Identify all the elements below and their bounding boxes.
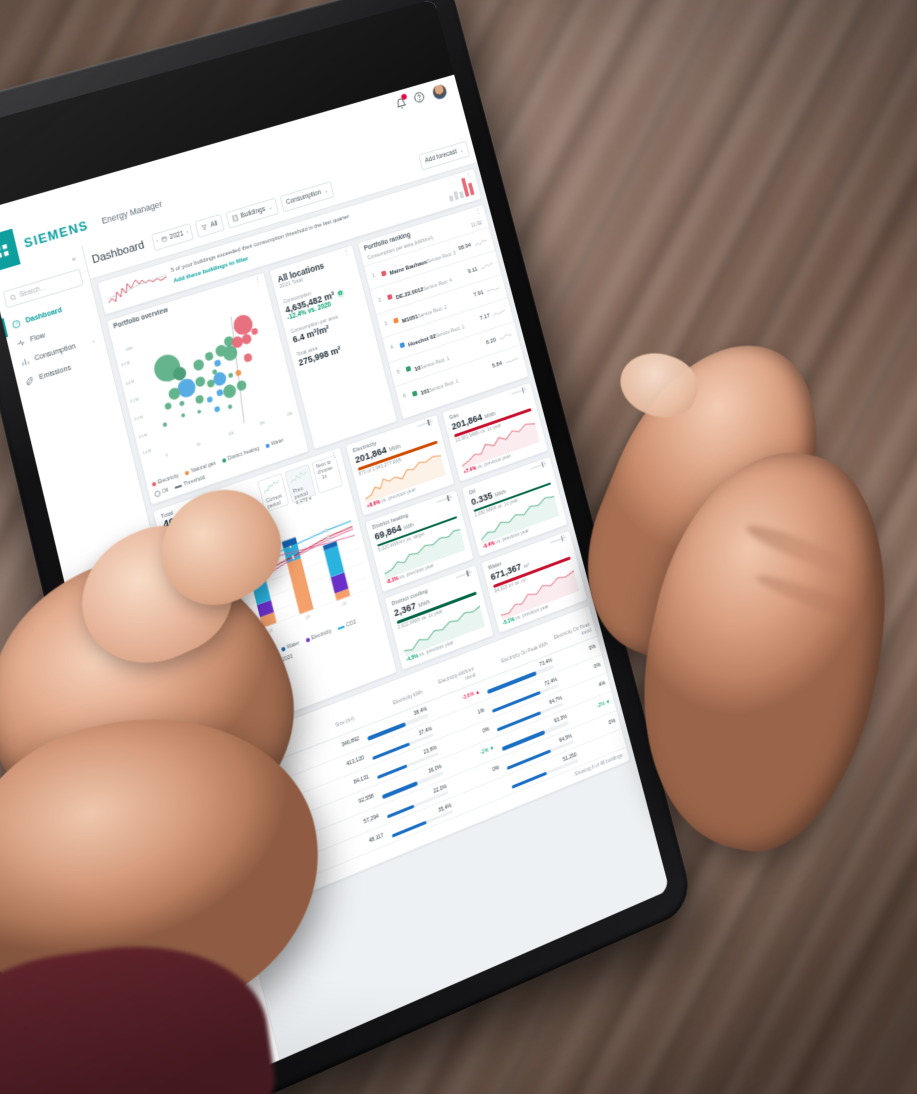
category-swatch [380, 270, 387, 277]
kpi-card-gas: Gas 201,864 MWh 13,081 MWh vs. 1x year +… [441, 381, 549, 483]
trend-indicator: -3,6% ▲ [461, 688, 481, 702]
dashboard-icon [11, 318, 22, 330]
kpi-card-electricity: Electricity 201,864 MWh 870 of 1,943,277… [344, 413, 455, 517]
chevron-down-icon[interactable]: ⌄ [90, 337, 97, 345]
kebab-menu-icon[interactable]: ⋮ [521, 385, 530, 395]
svg-text:1.0 M: 1.0 M [142, 449, 151, 456]
svg-text:1.5 M: 1.5 M [138, 433, 147, 440]
category-swatch [399, 341, 405, 349]
row-sparkline [486, 284, 500, 294]
svg-text:kWh: kWh [126, 346, 134, 352]
ranking-header-value: 11.92 [470, 220, 483, 230]
chevron-down-icon: ⌄ [267, 204, 274, 212]
sidebar-item-label: Emissions [38, 364, 72, 382]
legend-item: Oil [153, 487, 169, 498]
row-sparkline [499, 331, 513, 342]
app-body: « Search... Dashboard Flow [0, 130, 670, 1094]
trend-indicator: -2% ▼ [479, 745, 496, 757]
filter-all-chip[interactable]: All [194, 213, 225, 238]
flow-icon [15, 337, 26, 349]
category-swatch [392, 318, 399, 325]
calendar-icon [161, 236, 167, 242]
category-swatch [386, 294, 393, 301]
row-sparkline [480, 261, 494, 271]
search-placeholder: Search... [18, 284, 47, 300]
kpi-column-right: Gas 201,864 MWh 13,081 MWh vs. 1x year +… [441, 381, 589, 634]
kpi-card-district-heating: District heating 69,864 kWh 5,020 kWh/m²… [363, 488, 475, 594]
svg-text:Q3: Q3 [305, 614, 310, 620]
help-circle-icon[interactable] [413, 90, 426, 104]
tablet-screen: SIEMENS Energy Manager « Search... Dashb… [0, 0, 670, 1094]
kebab-menu-icon[interactable]: ⋮ [466, 568, 475, 578]
svg-text:15k: 15k [259, 420, 265, 426]
kpi-column-left: Electricity 201,864 MWh 870 of 1,943,277… [344, 413, 495, 671]
leaf-icon [24, 375, 35, 387]
kpi-card-district-cooling: District cooling 2,367 MWh 2,922 MWh vs.… [383, 564, 495, 671]
filter-icon [201, 223, 209, 232]
date-next-button[interactable]: › [185, 228, 189, 236]
svg-text:10k: 10k [228, 430, 235, 436]
notification-badge [400, 93, 408, 101]
row-sparkline [492, 308, 506, 318]
svg-text:Q2: Q2 [268, 628, 273, 634]
filter-metric-label: Consumption [285, 188, 322, 206]
kebab-menu-icon[interactable]: ⋮ [540, 459, 550, 469]
date-picker[interactable]: ‹ 2021 › [150, 222, 194, 251]
tab-previous-period[interactable]: Prev. period 4,479 ▾ [284, 463, 317, 507]
user-avatar[interactable] [430, 81, 449, 102]
kpi-card-oil: Oil 0.335 MWh 2,082 MWh vs. 1x year -0.4… [460, 455, 569, 558]
dashboard-content: 5 of your buildings exceeded their consu… [91, 162, 670, 1060]
svg-text:2.0 M: 2.0 M [134, 415, 143, 422]
row-sparkline [474, 237, 488, 247]
svg-text:3.5 M: 3.5 M [121, 361, 130, 368]
kpi-sparkline [399, 601, 485, 657]
bar-chart-icon [20, 356, 31, 368]
portfolio-bubble-chart[interactable]: kWh 3.5 M 3.0 M 2.5 M 2.0 M 1.5 M 1.0 M 0 5k… [110, 285, 302, 480]
row-sparkline [505, 355, 519, 366]
bubble-chart-svg: kWh 3.5 M 3.0 M 2.5 M 2.0 M 1.5 M 1.0 M 0 5k… [121, 315, 293, 458]
left-hand [0, 469, 380, 1094]
svg-text:3.0 M: 3.0 M [125, 379, 134, 386]
svg-text:0: 0 [165, 453, 168, 458]
kebab-menu-icon[interactable]: ⋮ [427, 417, 436, 427]
forecast-bars [446, 176, 475, 202]
right-hand [555, 312, 917, 890]
toolbar: Dashboard ‹ 2021 › All [82, 130, 478, 280]
svg-text:Q4: Q4 [342, 601, 347, 607]
category-swatch [411, 390, 418, 397]
add-forecast-label: Add forecast [424, 148, 458, 165]
chevron-down-icon: ⌄ [323, 187, 330, 195]
building-icon [231, 214, 239, 223]
chevron-down-icon: ⌄ [458, 146, 465, 154]
svg-text:5k: 5k [197, 441, 202, 446]
date-prev-button[interactable]: ‹ [155, 237, 160, 245]
metrics-row: Total 469,864 MWh 880,184 MWh, intensity… [152, 381, 589, 745]
tablet-device: SIEMENS Energy Manager « Search... Dashb… [0, 0, 696, 1094]
page-title: Dashboard [90, 239, 146, 267]
kebab-menu-icon[interactable]: ⋮ [446, 492, 456, 502]
leaf-badge-icon: ✿ [335, 288, 345, 299]
trend-sparkline [105, 268, 170, 308]
date-value: 2021 [168, 229, 185, 241]
kpi-sparkline [379, 525, 466, 580]
kebab-menu-icon[interactable]: ⋮ [464, 171, 474, 180]
kebab-menu-icon[interactable]: ⋮ [560, 533, 569, 543]
notification-bell-icon[interactable] [394, 93, 408, 110]
filter-all-label: All [209, 219, 219, 229]
search-icon [9, 293, 18, 302]
filter-building-label: Buildings [239, 205, 266, 220]
category-swatch [405, 366, 412, 373]
main-panel: Dashboard ‹ 2021 › All [82, 130, 670, 1060]
sidebar-item-label: Flow [29, 332, 46, 344]
svg-text:20k: 20k [287, 411, 293, 417]
svg-text:2.5 M: 2.5 M [130, 397, 139, 404]
kpi-card-water: Water 671,367 m³ 94,915 m³ vs. m³ -5.1% … [480, 529, 589, 634]
